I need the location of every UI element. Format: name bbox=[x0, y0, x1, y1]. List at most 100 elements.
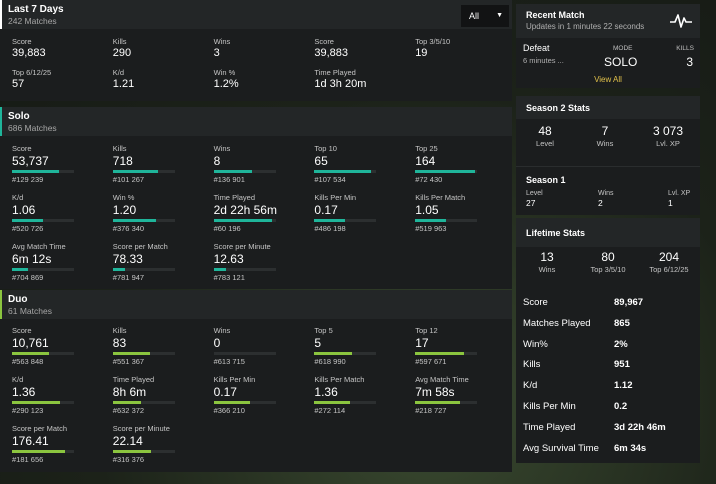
percentile-bar-fill bbox=[415, 352, 464, 355]
accent-bar bbox=[0, 107, 2, 136]
stat-value: 2 bbox=[598, 198, 603, 208]
lifetime-row: Time Played 3d 22h 46m bbox=[523, 418, 700, 439]
stat-rank: #781 947 bbox=[112, 273, 145, 282]
stat-label: Kills Per Min bbox=[213, 375, 256, 384]
season-2-card: Season 2 Stats 48 Level 7 Wins 3 073 Lvl. X… bbox=[516, 96, 700, 215]
percentile-bar-fill bbox=[213, 268, 226, 271]
stat-rank: #366 210 bbox=[213, 406, 245, 415]
stat-rank: #783 121 bbox=[213, 273, 245, 282]
stat-label: Kills Per Min bbox=[314, 193, 357, 202]
stat-rank: #290 123 bbox=[12, 406, 44, 415]
mode-label: MODE bbox=[613, 45, 633, 52]
percentile-bar bbox=[314, 170, 377, 173]
lifetime-row: K/d 1.12 bbox=[523, 376, 700, 397]
stat-value: 0.17 bbox=[314, 203, 338, 217]
stat-label: Level bbox=[536, 139, 554, 148]
row-value: 1.12 bbox=[614, 380, 633, 392]
stat-value: 0.17 bbox=[213, 385, 237, 399]
percentile-bar bbox=[112, 352, 175, 355]
stat-value: 2d 22h 56m bbox=[213, 203, 277, 217]
solo-header: Solo 686 Matches bbox=[0, 107, 512, 136]
stat-label: Kills bbox=[112, 37, 127, 46]
season-2-stat: 7 Wins bbox=[574, 123, 636, 166]
row-value: 2% bbox=[614, 338, 628, 350]
row-value: 3d 22h 46m bbox=[614, 421, 666, 433]
filter-value: All bbox=[469, 11, 480, 21]
stat-cell: Kills 718 #101 267 bbox=[112, 140, 214, 189]
stat-cell: Wins 0 #613 715 bbox=[213, 322, 315, 371]
stat-label: Top 6/12/25 bbox=[649, 265, 689, 274]
stat-cell: Kills 83 #551 367 bbox=[112, 322, 214, 371]
stat-cell: Avg Match Time 7m 58s #218 727 bbox=[415, 371, 516, 420]
percentile-bar bbox=[213, 401, 276, 404]
period-filter-dropdown[interactable]: All ▼ bbox=[461, 5, 509, 27]
stat-value: 10,761 bbox=[12, 336, 49, 350]
row-value: 865 bbox=[614, 317, 630, 329]
stat-cell: Score per Minute 12.63 #783 121 bbox=[213, 238, 315, 287]
percentile-bar-fill bbox=[314, 352, 352, 355]
percentile-bar bbox=[12, 268, 74, 271]
stat-value: 8h 6m bbox=[112, 385, 147, 399]
season-1-stat: Lvl. XP 1 bbox=[668, 189, 690, 209]
season-2-stats: 48 Level 7 Wins 3 073 Lvl. XP bbox=[516, 119, 700, 166]
stat-rank: #519 963 bbox=[415, 224, 447, 233]
stat-cell: Win % 1.2% bbox=[214, 66, 315, 97]
lifetime-row: Kills Per Min 0.2 bbox=[523, 397, 700, 418]
percentile-bar-fill bbox=[112, 401, 141, 404]
stat-value: 8 bbox=[213, 154, 221, 168]
stat-label: Kills bbox=[112, 144, 127, 153]
percentile-bar bbox=[213, 352, 276, 355]
percentile-bar-fill bbox=[12, 352, 50, 355]
stat-label: Kills Per Match bbox=[415, 193, 466, 202]
card-title: Duo bbox=[8, 294, 28, 305]
season-1-card: Season 1 Level 27 Wins 2 Lvl. XP 1 bbox=[516, 166, 700, 215]
duo-stats-grid: Score 10,761 #563 848 Kills 83 #551 367 Wins 0 #… bbox=[0, 319, 512, 469]
percentile-bar-fill bbox=[415, 219, 446, 222]
stat-label: Top 10 bbox=[314, 144, 337, 153]
percentile-bar bbox=[314, 352, 377, 355]
percentile-bar bbox=[314, 219, 377, 222]
stat-value: 27 bbox=[526, 198, 536, 208]
percentile-bar-fill bbox=[12, 401, 61, 404]
stat-rank: #632 372 bbox=[112, 406, 145, 415]
view-all-link[interactable]: View All bbox=[594, 75, 622, 84]
stat-label: Score per Match bbox=[12, 424, 68, 433]
stat-label: Top 12 bbox=[415, 326, 438, 335]
lifetime-top-stat: 204 Top 6/12/25 bbox=[638, 249, 700, 291]
stat-label: Wins bbox=[213, 326, 231, 335]
stat-rank: #272 114 bbox=[314, 406, 346, 415]
percentile-bar-fill bbox=[112, 450, 152, 453]
percentile-bar-fill bbox=[314, 170, 372, 173]
season-1-stat: Wins 2 bbox=[598, 189, 614, 209]
stat-label: Kills bbox=[112, 326, 127, 335]
percentile-bar bbox=[12, 219, 74, 222]
stat-cell: Score per Minute 22.14 #316 376 bbox=[112, 420, 214, 469]
stat-cell: Kills Per Match 1.05 #519 963 bbox=[415, 189, 516, 238]
percentile-bar-fill bbox=[12, 268, 29, 271]
stat-value: 22.14 bbox=[112, 434, 143, 448]
stat-label: K/d bbox=[112, 68, 125, 77]
match-result: Defeat bbox=[523, 43, 550, 53]
left-column: Last 7 Days 242 Matches All ▼ Score 39,88… bbox=[0, 0, 512, 469]
stat-rank: #618 990 bbox=[314, 357, 346, 366]
percentile-bar-fill bbox=[112, 268, 126, 271]
stat-value: 1.05 bbox=[415, 203, 439, 217]
percentile-bar bbox=[415, 352, 478, 355]
percentile-bar bbox=[12, 170, 74, 173]
stat-value: 1.36 bbox=[314, 385, 338, 399]
stat-label: Avg Match Time bbox=[12, 242, 66, 251]
stat-rank: #551 367 bbox=[112, 357, 145, 366]
stat-value: 176.41 bbox=[12, 434, 49, 448]
stat-value: 290 bbox=[112, 47, 132, 59]
season-2-stat: 48 Level bbox=[516, 123, 574, 166]
season-1-title: Season 1 bbox=[526, 175, 566, 185]
percentile-bar bbox=[213, 170, 276, 173]
stat-value: 83 bbox=[112, 336, 127, 350]
lifetime-top-stat: 13 Wins bbox=[516, 249, 578, 291]
percentile-bar-fill bbox=[12, 450, 65, 453]
lifetime-stats-card: Lifetime Stats 13 Wins 80 Top 3/5/10 204 To… bbox=[516, 218, 700, 464]
stat-value: 1.21 bbox=[112, 78, 135, 90]
stat-label: Wins bbox=[538, 265, 556, 274]
percentile-bar bbox=[112, 401, 175, 404]
stat-cell: Top 25 164 #72 430 bbox=[415, 140, 516, 189]
